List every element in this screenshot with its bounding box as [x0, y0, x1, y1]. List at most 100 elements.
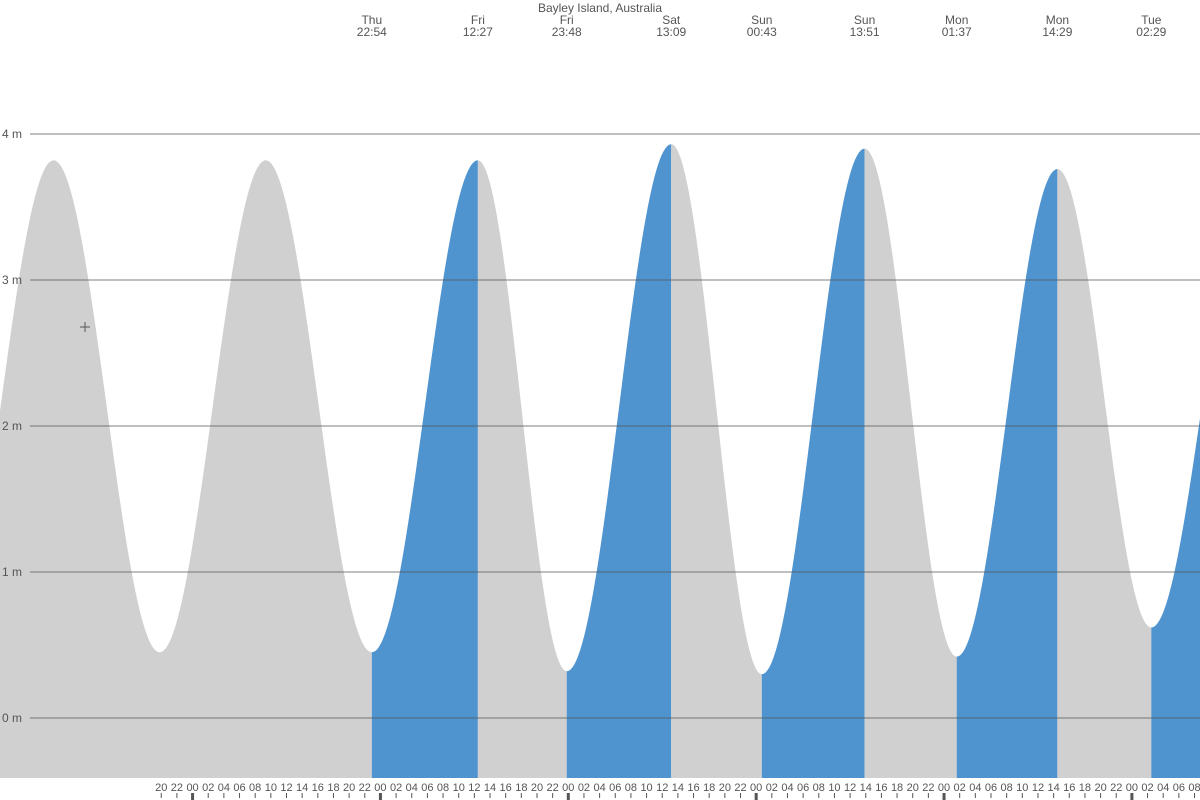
extreme-day-label: Fri	[560, 13, 574, 27]
hour-tick-mark	[959, 793, 961, 798]
hour-tick-label: 10	[640, 782, 652, 794]
hour-tick-mark	[880, 793, 882, 798]
chart-title: Bayley Island, Australia	[538, 1, 662, 15]
hour-tick-label: 00	[750, 782, 762, 794]
hour-tick-mark	[1178, 793, 1180, 798]
hour-tick-label: 04	[218, 782, 230, 794]
hour-tick-label: 00	[938, 782, 950, 794]
hour-tick-label: 00	[1126, 782, 1138, 794]
hour-tick-mark	[740, 793, 742, 798]
midnight-tick-mark	[378, 793, 382, 800]
hour-tick-label: 00	[374, 782, 386, 794]
hour-tick-label: 06	[797, 782, 809, 794]
hour-tick-label: 12	[844, 782, 856, 794]
falling-tide-area	[1057, 169, 1152, 779]
hour-tick-label: 20	[719, 782, 731, 794]
hour-tick-mark	[833, 793, 835, 798]
hour-tick-label: 20	[531, 782, 543, 794]
falling-tide-area	[864, 148, 957, 779]
hour-tick-label: 04	[969, 782, 981, 794]
hour-tick-label: 16	[1063, 782, 1075, 794]
hour-tick-mark	[239, 793, 241, 798]
extreme-time-label: 22:54	[357, 25, 387, 39]
extreme-time-label: 14:29	[1042, 25, 1072, 39]
hour-tick-mark	[1084, 793, 1086, 798]
hour-tick-mark	[896, 793, 898, 798]
hour-tick-label: 18	[703, 782, 715, 794]
hour-tick-mark	[1053, 793, 1055, 798]
hour-tick-mark	[1037, 793, 1039, 798]
hour-tick-mark	[990, 793, 992, 798]
hour-tick-label: 06	[985, 782, 997, 794]
extreme-day-label: Sat	[662, 13, 681, 27]
hour-tick-label: 12	[280, 782, 292, 794]
hour-tick-label: 02	[578, 782, 590, 794]
hour-tick-label: 00	[562, 782, 574, 794]
hour-tick-label: 16	[500, 782, 512, 794]
grid-lines	[30, 133, 1200, 719]
extreme-time-label: 13:09	[656, 25, 686, 39]
rising-tide-area	[1151, 418, 1200, 778]
hour-tick-label: 02	[954, 782, 966, 794]
hour-tick-mark	[160, 793, 162, 798]
hour-tick-label: 20	[1094, 782, 1106, 794]
hour-tick-label: 04	[781, 782, 793, 794]
hour-tick-label: 22	[359, 782, 371, 794]
midnight-tick-mark	[191, 793, 195, 800]
hour-tick-mark	[285, 793, 287, 798]
hour-tick-label: 02	[202, 782, 214, 794]
hour-tick-mark	[646, 793, 648, 798]
hour-tick-mark	[771, 793, 773, 798]
midnight-tick-mark	[942, 793, 946, 800]
hour-tick-mark	[865, 793, 867, 798]
hour-tick-mark	[599, 793, 601, 798]
hour-tick-mark	[1115, 793, 1117, 798]
hour-tick-label: 12	[656, 782, 668, 794]
rising-tide-area	[956, 169, 1058, 779]
hour-tick-label: 02	[1141, 782, 1153, 794]
midnight-tick-mark	[566, 793, 570, 800]
hour-tick-label: 22	[1110, 782, 1122, 794]
extreme-labels: Thu22:54Fri12:27Fri23:48Sat13:09Sun00:43…	[357, 13, 1167, 39]
midnight-tick-mark	[754, 793, 758, 800]
extreme-time-label: 01:37	[942, 25, 972, 39]
hour-tick-label: 08	[437, 782, 449, 794]
hour-tick-label: 22	[171, 782, 183, 794]
y-axis-labels: 4 m 3 m 2 m 1 m 0 m	[2, 127, 22, 725]
hour-tick-mark	[786, 793, 788, 798]
hour-tick-label: 16	[312, 782, 324, 794]
hour-tick-label: 10	[1016, 782, 1028, 794]
hour-tick-mark	[332, 793, 334, 798]
extreme-time-label: 23:48	[552, 25, 582, 39]
hour-tick-mark	[724, 793, 726, 798]
hour-tick-mark	[552, 793, 554, 798]
hour-tick-label: 06	[421, 782, 433, 794]
hour-tick-label: 04	[1157, 782, 1169, 794]
midnight-tick-mark	[1130, 793, 1134, 800]
hour-tick-mark	[489, 793, 491, 798]
extreme-time-label: 00:43	[747, 25, 777, 39]
hour-tick-mark	[536, 793, 538, 798]
hour-tick-mark	[364, 793, 366, 798]
y-tick-label: 1 m	[2, 565, 22, 579]
hour-tick-label: 02	[766, 782, 778, 794]
hour-tick-label: 14	[296, 782, 308, 794]
hour-tick-label: 10	[828, 782, 840, 794]
hour-tick-mark	[1194, 793, 1196, 798]
hour-tick-label: 12	[1032, 782, 1044, 794]
extreme-day-label: Sun	[854, 13, 875, 27]
hour-tick-mark	[974, 793, 976, 798]
hour-tick-mark	[708, 793, 710, 798]
hour-tick-label: 06	[1173, 782, 1185, 794]
hour-tick-mark	[1100, 793, 1102, 798]
hour-tick-mark	[661, 793, 663, 798]
hour-tick-mark	[927, 793, 929, 798]
falling-tide-area	[671, 144, 762, 779]
hour-tick-mark	[505, 793, 507, 798]
hour-tick-mark	[473, 793, 475, 798]
hour-tick-mark	[818, 793, 820, 798]
hour-tick-label: 16	[687, 782, 699, 794]
extreme-time-label: 12:27	[463, 25, 493, 39]
hour-tick-mark	[912, 793, 914, 798]
